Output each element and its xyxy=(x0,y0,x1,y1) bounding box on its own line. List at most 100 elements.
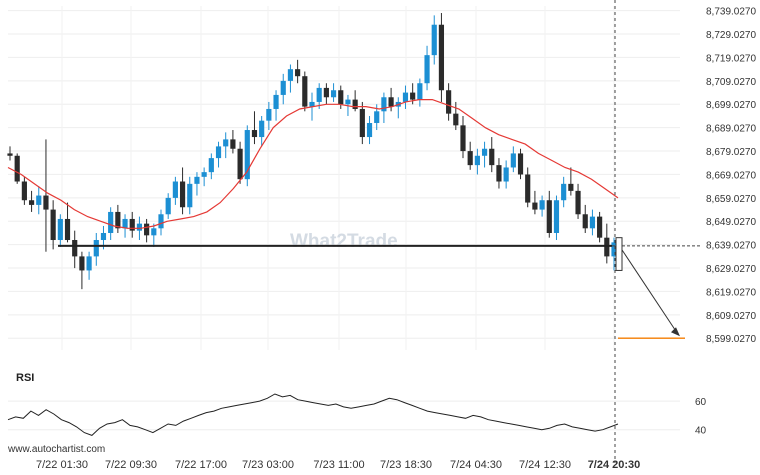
time-tick-label: 7/22 17:00 xyxy=(175,459,227,471)
candle xyxy=(151,223,157,248)
candle xyxy=(79,251,85,290)
candle-body xyxy=(582,214,588,229)
candle xyxy=(589,209,596,236)
watermark-text: What2Trade xyxy=(290,231,398,252)
overlays-layer xyxy=(7,0,700,463)
candle-body xyxy=(136,223,143,231)
candle-body xyxy=(201,172,207,177)
candle xyxy=(575,183,581,219)
candle-body xyxy=(460,125,466,152)
candle-body xyxy=(474,155,480,166)
price-tick-label: 8,619.0270 xyxy=(706,287,756,298)
candle xyxy=(21,176,27,205)
candle-body xyxy=(36,195,42,205)
candle-body xyxy=(43,195,49,210)
candle xyxy=(611,237,617,271)
price-tick-label: 8,689.0270 xyxy=(706,124,756,135)
watermark: What2Trade xyxy=(290,231,398,252)
candle xyxy=(438,13,445,102)
candle-body xyxy=(510,153,516,168)
candle-body xyxy=(352,99,358,109)
candle xyxy=(187,176,193,215)
price-tick-label: 8,599.0270 xyxy=(706,334,756,345)
candle-body xyxy=(21,181,27,201)
time-tick-label: 7/22 01:30 xyxy=(36,459,88,471)
candle xyxy=(366,115,373,145)
candle-body xyxy=(402,92,409,102)
time-tick-label: 7/23 11:00 xyxy=(313,459,364,471)
candle-body xyxy=(496,165,502,182)
candle xyxy=(215,141,222,168)
candle-body xyxy=(266,108,272,121)
candle xyxy=(172,176,178,205)
candle xyxy=(43,139,49,252)
candle xyxy=(546,190,552,238)
candle-body xyxy=(108,211,114,233)
forecast-arrowhead xyxy=(671,327,680,337)
candle xyxy=(597,211,603,243)
time-tick-label: 7/23 18:30 xyxy=(380,459,432,471)
price-tick-label: 8,709.0270 xyxy=(706,77,756,88)
candle xyxy=(273,90,279,121)
candle-body xyxy=(165,197,171,215)
candle-body xyxy=(568,183,574,191)
candle xyxy=(230,130,236,154)
candle-body xyxy=(100,232,107,241)
candle xyxy=(259,115,265,147)
candle-body xyxy=(424,55,430,84)
rsi-line xyxy=(7,393,619,436)
candle-body xyxy=(604,237,610,257)
candle-body xyxy=(431,24,437,56)
candle-body xyxy=(366,123,373,138)
candle-body xyxy=(251,130,258,138)
candle xyxy=(481,141,488,168)
candle xyxy=(417,78,423,107)
candles-layer xyxy=(7,13,617,290)
price-tick-label: 8,609.0270 xyxy=(706,311,756,322)
candle-body xyxy=(172,181,178,198)
candle xyxy=(553,195,560,241)
price-tick-label: 8,729.0270 xyxy=(706,30,756,41)
price-tick-label: 8,669.0270 xyxy=(706,170,756,181)
price-tick-label: 8,639.0270 xyxy=(706,241,756,252)
candle-body xyxy=(561,183,567,201)
candle xyxy=(510,146,516,173)
candle xyxy=(194,172,200,196)
candle xyxy=(158,209,164,236)
candle xyxy=(72,230,78,269)
candle-body xyxy=(467,151,473,166)
grid xyxy=(8,6,680,350)
candle xyxy=(316,83,322,109)
candle-body xyxy=(330,90,337,98)
candle xyxy=(201,167,207,187)
candle-body xyxy=(417,83,423,100)
candle xyxy=(93,232,99,266)
time-tick-label: 7/22 09:30 xyxy=(105,459,157,471)
candle-body xyxy=(302,76,308,107)
candle-body xyxy=(525,174,531,203)
candle xyxy=(395,97,401,119)
price-tick-label: 8,649.0270 xyxy=(706,217,756,228)
candle-body xyxy=(14,155,20,182)
candle-body xyxy=(381,97,387,112)
candle-body xyxy=(7,153,13,156)
candle xyxy=(539,195,545,217)
candle xyxy=(503,160,509,189)
candle-body xyxy=(611,242,617,257)
candle-body xyxy=(115,211,121,229)
candle-body xyxy=(489,148,495,166)
candle xyxy=(179,167,186,215)
price-tick-label: 8,659.0270 xyxy=(706,194,756,205)
candle-body xyxy=(187,183,193,208)
candle-body xyxy=(539,200,545,210)
candle-body xyxy=(79,256,85,271)
candle-body xyxy=(280,80,286,95)
price-tick-label: 8,739.0270 xyxy=(706,7,756,18)
candle-body xyxy=(259,120,265,138)
candle xyxy=(359,101,365,145)
candle xyxy=(208,153,214,180)
candle-body xyxy=(287,69,294,81)
candle-body xyxy=(179,181,186,208)
candle xyxy=(295,59,301,84)
candle-body xyxy=(575,190,581,215)
